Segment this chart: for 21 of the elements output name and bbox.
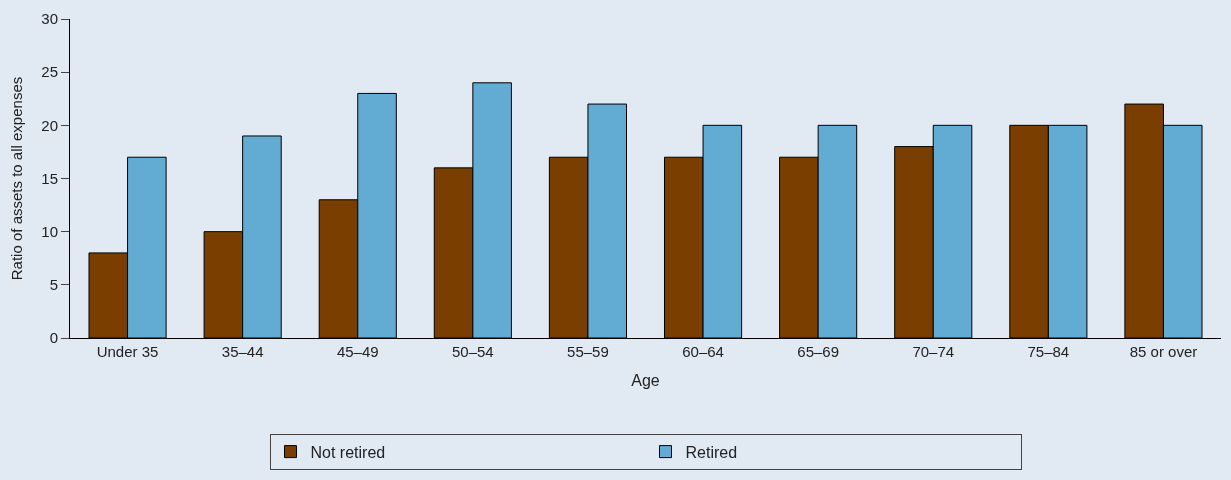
legend-label: Not retired bbox=[310, 443, 386, 461]
y-tick-label: 5 bbox=[49, 276, 58, 294]
x-tick-label: 45–49 bbox=[336, 343, 379, 360]
x-tick-label: 70–74 bbox=[912, 343, 955, 360]
y-axis-title: Ratio of assets to all expenses bbox=[7, 76, 25, 281]
x-tick-label: 85 or over bbox=[1129, 343, 1198, 360]
x-axis-title: Age bbox=[631, 371, 660, 389]
y-tick-label: 25 bbox=[41, 63, 58, 81]
y-tick-label: 15 bbox=[41, 169, 58, 187]
legend-label: Retired bbox=[685, 443, 738, 461]
y-tick-label: 30 bbox=[41, 10, 58, 28]
x-tick-label: 65–69 bbox=[797, 343, 840, 360]
y-tick-label: 0 bbox=[49, 329, 58, 347]
x-tick-label: 55–59 bbox=[567, 343, 609, 360]
x-tick-label: 75–84 bbox=[1027, 343, 1070, 360]
y-tick-label: 10 bbox=[41, 222, 58, 240]
y-tick-label: 20 bbox=[41, 116, 58, 134]
x-tick-label: Under 35 bbox=[96, 343, 159, 360]
x-tick-label: 50–54 bbox=[451, 343, 494, 360]
x-tick-label: 35–44 bbox=[221, 343, 264, 360]
x-tick-label: 60–64 bbox=[682, 343, 724, 360]
